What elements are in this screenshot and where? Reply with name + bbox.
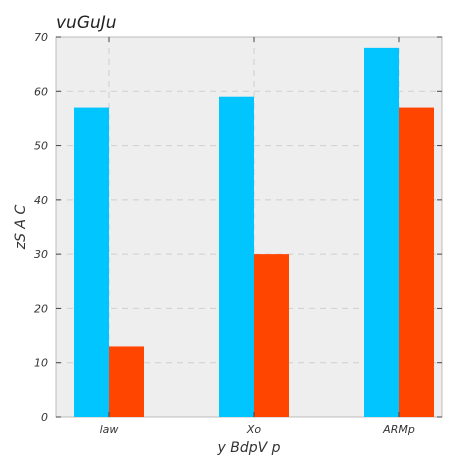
y-tick-label: 0 <box>41 411 48 424</box>
bar-series-1-xo <box>219 96 254 417</box>
x-tick-label: ARMp <box>382 423 415 436</box>
x-tick-label: law <box>100 423 119 436</box>
y-tick-label: 30 <box>34 248 48 261</box>
y-axis-label: zS A C <box>13 205 29 251</box>
bar-series-2-law <box>109 346 144 417</box>
y-tick-label: 50 <box>34 140 48 153</box>
y-tick-label: 60 <box>34 85 48 98</box>
chart-title: vuGuJu <box>56 13 117 33</box>
bar-series-2-armp <box>399 107 434 418</box>
y-tick-label: 70 <box>34 31 48 44</box>
y-tick-label: 40 <box>34 194 48 207</box>
ticks: 0 10 20 30 40 50 60 70 law Xo ARMp <box>34 31 442 436</box>
bar-series-2-xo <box>254 254 289 417</box>
bar-series-1-armp <box>364 47 399 417</box>
y-tick-label: 20 <box>34 302 48 315</box>
bars <box>74 47 434 418</box>
y-tick-label: 10 <box>34 357 48 370</box>
x-tick-label: Xo <box>246 423 262 436</box>
x-axis-label: y BdpV p <box>216 440 280 456</box>
bar-series-1-law <box>74 107 109 418</box>
